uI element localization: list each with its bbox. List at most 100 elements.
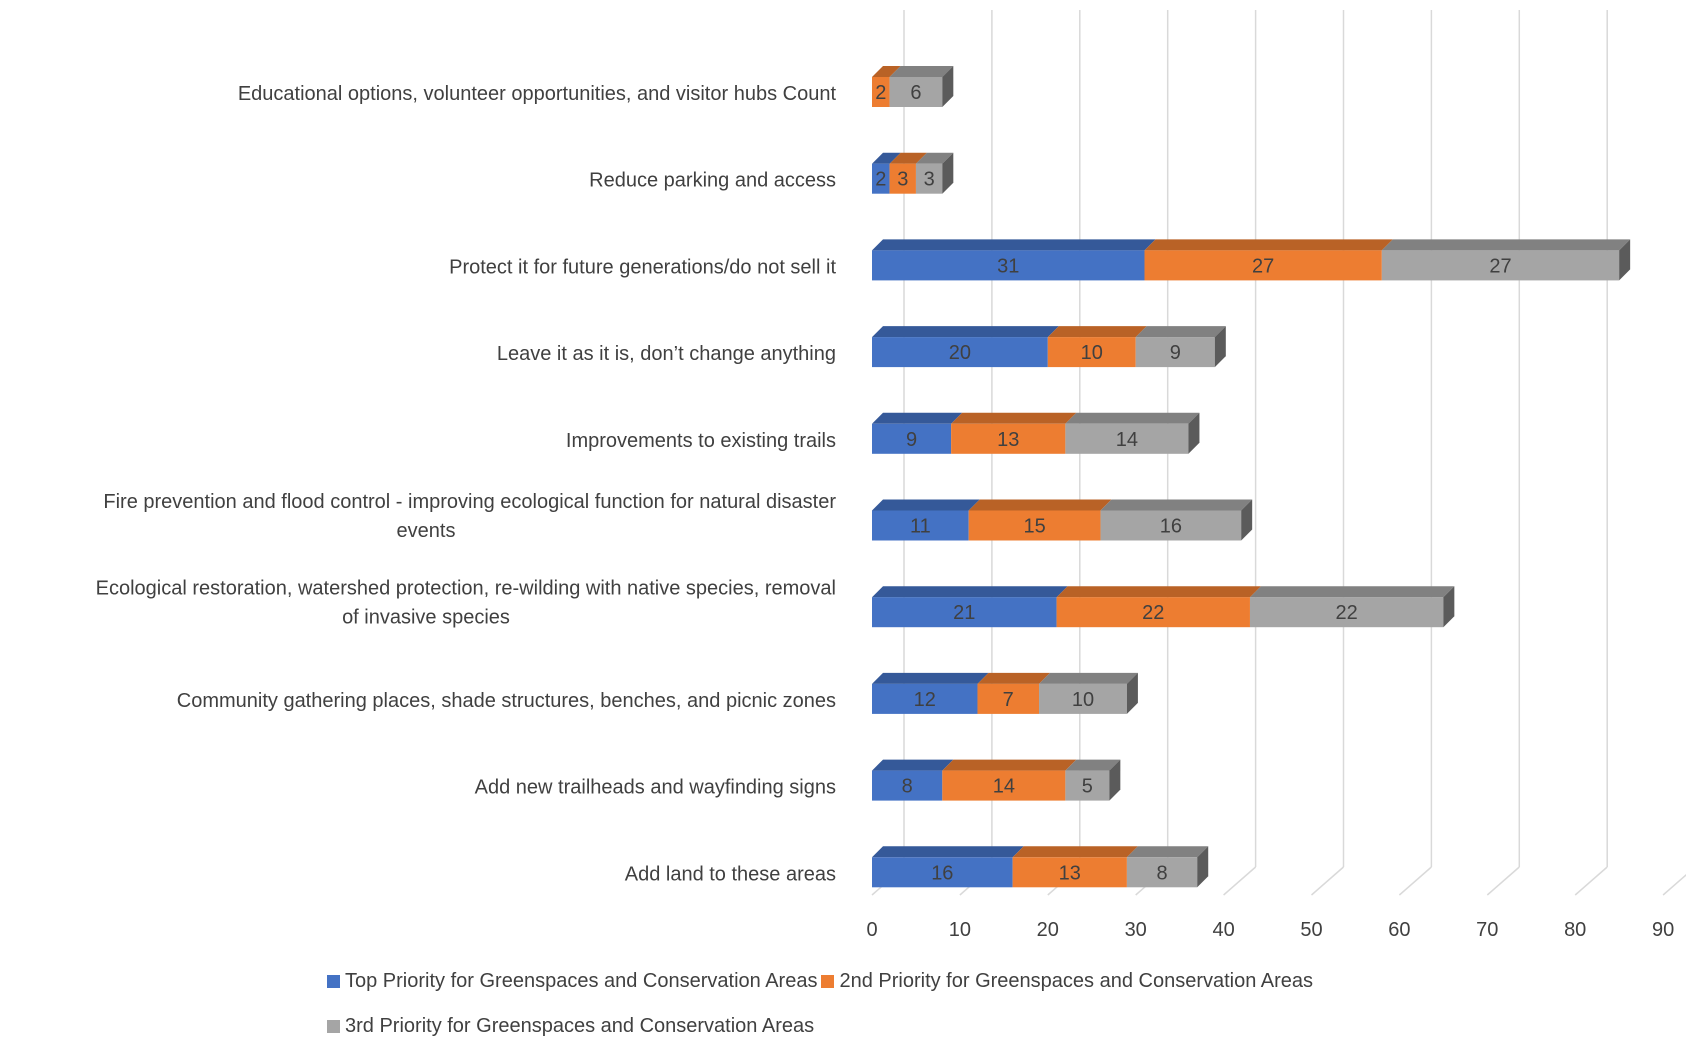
bar-segment: 3 xyxy=(915,152,954,194)
data-label: 22 xyxy=(1142,602,1164,624)
x-tick-label: 70 xyxy=(1476,919,1498,941)
category-label: Community gathering places, shade struct… xyxy=(177,690,836,712)
bar xyxy=(889,163,916,194)
category-label: Protect it for future generations/do not… xyxy=(449,256,836,278)
gridline-floor-70 xyxy=(1486,866,1520,896)
bar-row: 11 15 16 xyxy=(872,499,1253,541)
bar xyxy=(951,423,1066,454)
category-label: of invasive species xyxy=(342,607,510,629)
x-tick-label: 90 xyxy=(1652,919,1674,941)
bar-top-face xyxy=(1039,672,1138,684)
bar xyxy=(1144,250,1382,281)
bar xyxy=(872,337,1048,368)
category-label: Reduce parking and access xyxy=(589,170,836,192)
data-label: 2 xyxy=(875,169,886,191)
bar xyxy=(872,423,952,454)
legend-label-3rd-priority: 3rd Priority for Greenspaces and Conserv… xyxy=(345,1015,815,1037)
bar-top-face xyxy=(1012,846,1138,858)
data-label: 31 xyxy=(997,255,1019,277)
bar-row: 8 14 5 xyxy=(872,759,1121,801)
bar-top-face xyxy=(1249,586,1455,598)
data-label: 6 xyxy=(910,82,921,104)
bar-top-face xyxy=(1126,846,1209,858)
bar xyxy=(977,683,1040,714)
category-label: Ecological restoration, watershed protec… xyxy=(96,578,836,600)
x-axis-tick-labels: 0 10 20 30 40 50 60 70 80 90 xyxy=(866,919,1674,941)
data-label: 16 xyxy=(1160,516,1182,538)
data-label: 27 xyxy=(1489,255,1511,277)
gridline-floor-40 xyxy=(1223,866,1257,896)
bar xyxy=(872,163,890,194)
bar-segment: 10 xyxy=(1047,326,1147,368)
bar-side-face xyxy=(1443,586,1455,628)
data-label: 15 xyxy=(1023,516,1045,538)
bar-top-face xyxy=(968,499,1112,511)
bar xyxy=(872,250,1145,281)
bar xyxy=(1100,510,1242,541)
bar-segment: 27 xyxy=(1144,239,1393,281)
bar-top-face xyxy=(1135,326,1226,338)
data-label: 3 xyxy=(924,169,935,191)
bar-side-face xyxy=(1197,846,1209,888)
bar-side-face xyxy=(1126,672,1138,714)
bar-side-face xyxy=(942,152,954,194)
legend: Top Priority for Greenspaces and Conserv… xyxy=(0,970,1686,1050)
bar-segment: 22 xyxy=(1249,586,1455,628)
data-label: 11 xyxy=(910,516,931,538)
bar-segment: 20 xyxy=(872,326,1059,368)
bar-top-face xyxy=(1065,412,1200,424)
bar-top-face xyxy=(1065,759,1121,771)
category-label: events xyxy=(397,520,456,542)
bar-side-face xyxy=(1619,239,1631,281)
bar-segment: 3 xyxy=(889,152,927,194)
gridline-floor-60 xyxy=(1398,866,1432,896)
gridline-floor-90 xyxy=(1662,873,1686,896)
legend-item-3rd-priority: 3rd Priority for Greenspaces and Conserv… xyxy=(327,1015,814,1038)
bar-segment: 2 xyxy=(872,66,901,107)
bar-segment: 5 xyxy=(1065,759,1121,801)
bar xyxy=(1056,597,1250,628)
x-tick-label: 30 xyxy=(1125,919,1147,941)
bar-segment: 9 xyxy=(1135,326,1226,368)
bar-row: 12 7 10 xyxy=(872,672,1138,714)
data-label: 2 xyxy=(875,82,886,104)
bar xyxy=(1126,857,1198,888)
bar xyxy=(872,597,1057,628)
bar-top-face xyxy=(1144,239,1393,251)
bar-top-face xyxy=(942,759,1077,771)
bar xyxy=(889,77,943,107)
data-label: 21 xyxy=(953,602,975,624)
category-labels: Educational options, volunteer opportuni… xyxy=(96,83,837,885)
data-label: 12 xyxy=(914,689,936,711)
bar-segment: 14 xyxy=(942,759,1077,801)
bar-top-face xyxy=(872,239,1156,251)
bar xyxy=(1065,423,1189,454)
bar xyxy=(1012,857,1127,888)
bar-top-face xyxy=(915,152,954,164)
bar-top-face xyxy=(977,672,1051,684)
bar-segment: 16 xyxy=(1100,499,1253,541)
category-label: Add land to these areas xyxy=(625,863,836,885)
data-label: 8 xyxy=(902,776,913,798)
data-label: 22 xyxy=(1336,602,1358,624)
legend-label-top-priority: Top Priority for Greenspaces and Conserv… xyxy=(345,970,818,992)
bar-segment: 14 xyxy=(1065,412,1200,454)
gridline-floor-80 xyxy=(1574,866,1608,896)
bar-segment: 11 xyxy=(872,499,980,541)
bar-segment: 10 xyxy=(1039,672,1138,714)
bar-top-face xyxy=(872,326,1059,338)
data-label: 16 xyxy=(931,862,953,884)
legend-item-top-priority: Top Priority for Greenspaces and Conserv… xyxy=(327,970,817,993)
category-label: Add new trailheads and wayfinding signs xyxy=(475,777,836,799)
bar xyxy=(1381,250,1620,281)
bar-top-face xyxy=(872,412,963,424)
bar-side-face xyxy=(1188,412,1200,454)
bar xyxy=(1065,770,1110,801)
bar xyxy=(915,163,943,194)
legend-row-1: Top Priority for Greenspaces and Conserv… xyxy=(327,970,1317,993)
bar-top-face xyxy=(1381,239,1631,251)
bar-segment: 13 xyxy=(1012,846,1138,888)
